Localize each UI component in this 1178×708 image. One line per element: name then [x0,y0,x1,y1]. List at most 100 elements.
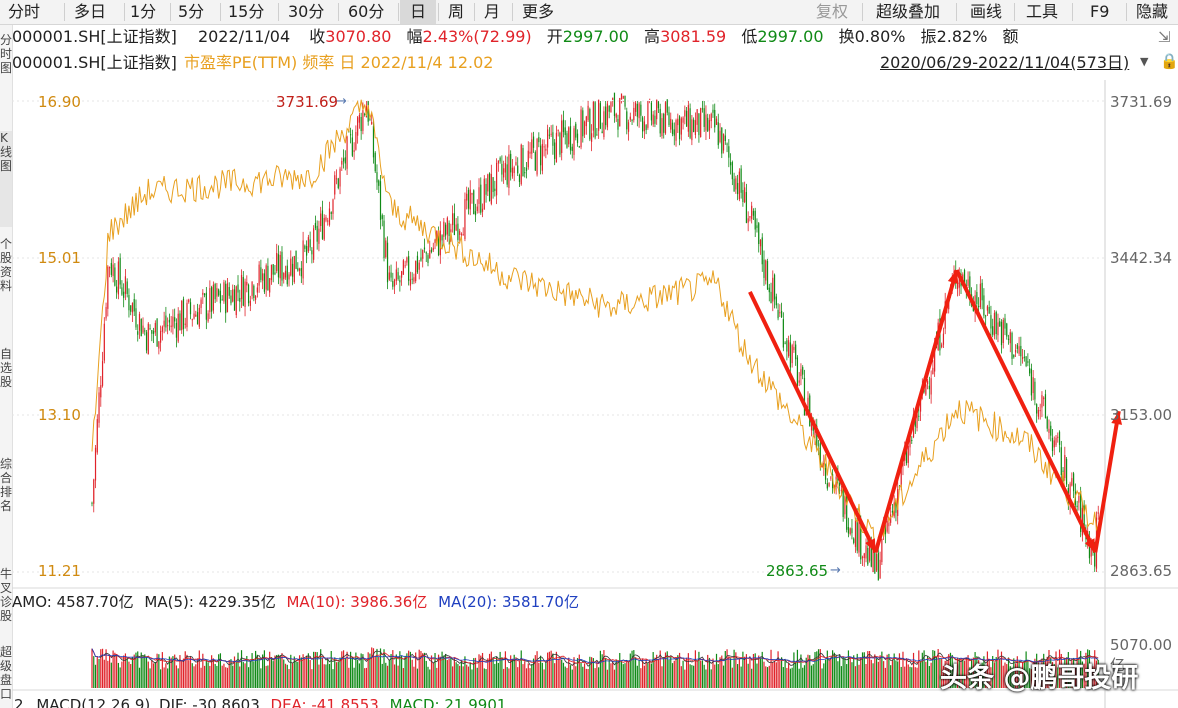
tools-button[interactable]: 工具 [1026,2,1059,21]
kline-candle [492,177,494,193]
low-value: 2997.00 [757,27,824,46]
kline-candle [638,103,640,119]
side-tab-kline[interactable]: K线图 [0,131,12,227]
side-tab-ranking[interactable]: 综合排名 [0,457,12,513]
kline-candle [649,98,651,100]
kline-candle [615,113,617,118]
volume-bar [471,669,473,688]
period-5min[interactable]: 5分 [178,2,205,21]
volume-bar [383,649,385,688]
left-axis-tick: 16.90 [38,93,81,111]
kline-candle [182,298,185,330]
period-60min[interactable]: 60分 [348,2,385,21]
macd-panel-index[interactable]: 2 [14,696,24,708]
volume-bar [469,662,471,688]
amplitude-value: 2.82% [936,27,988,46]
period-intraday[interactable]: 分时 [8,2,41,21]
period-week[interactable]: 周 [448,2,465,21]
kline-candle [318,228,320,244]
period-30min[interactable]: 30分 [288,2,325,21]
vol-ma5-value: MA(5): 4229.35亿 [144,593,276,611]
lock-icon[interactable]: 🔒 [1160,52,1178,70]
kline-candle [543,146,545,148]
volume-bar [520,650,522,688]
volume-bar [835,654,837,688]
kline-candle [154,322,156,333]
macd-name[interactable]: MACD(12,26,9) [36,696,151,708]
kline-candle [782,319,784,348]
kline-candle [717,122,719,146]
kline-candle [754,210,756,230]
kline-candle [480,184,482,213]
date-range-selector[interactable]: 2020/06/29-2022/11/04(573日) [880,53,1130,72]
side-tab-diagnosis[interactable]: 牛叉诊股 [0,567,12,623]
f9-button[interactable]: F9 [1090,2,1110,21]
volume-bar [696,661,698,688]
volume-bar [608,659,610,688]
volume-bar [330,651,332,688]
kline-candle [666,99,668,113]
kline-candle [256,287,258,293]
side-tab-order-book[interactable]: 超级盘口 [0,645,12,701]
kline-candle [654,115,656,124]
kline-candle [191,319,193,321]
toolbar-divider [512,3,513,21]
volume-bar [142,655,144,688]
volume-bar [1034,658,1036,688]
volume-bar [161,652,163,688]
volume-bar [995,657,997,688]
kline-candle [309,239,311,248]
kline-candle [404,265,406,267]
period-1min[interactable]: 1分 [130,2,157,21]
kline-candle [575,123,577,138]
kline-candle [689,108,691,138]
expand-icon[interactable]: ⇲ [1158,28,1171,46]
kline-candle [735,178,737,190]
left-axis-tick: 13.10 [38,406,81,424]
volume-bar [543,669,545,688]
kline-candle [114,267,116,286]
volume-bar [527,663,529,688]
volume-bar [327,658,329,688]
period-more[interactable]: 更多 [522,2,555,21]
volume-bar [372,648,375,688]
volume-ma-lines [91,648,1099,667]
volume-bar [444,653,447,688]
kline-candle [513,167,515,174]
adjust-rights-button[interactable]: 复权 [816,2,849,21]
kline-candle [708,120,711,131]
volume-ma-line [91,648,1099,664]
kline-candle [427,255,429,263]
volume-bar [214,663,216,688]
super-overlay-button[interactable]: 超级叠加 [876,2,941,21]
volume-bar [119,667,121,688]
kline-candle [886,520,888,532]
volume-bar [131,656,134,688]
volume-bar [1016,656,1018,688]
kline-candle [323,217,325,240]
hide-button[interactable]: 隐藏 [1136,2,1169,21]
volume-bar [663,657,665,688]
volume-axis-tick: 5070.00亿 [1110,636,1173,674]
volume-bar [351,656,353,688]
volume-bar [795,662,797,688]
period-15min[interactable]: 15分 [228,2,265,21]
period-month[interactable]: 月 [484,2,501,21]
kline-candle [1037,409,1040,417]
period-multi-day[interactable]: 多日 [74,2,107,21]
kline-candle [656,99,658,120]
kline-candle [518,175,521,182]
side-tab-watchlist[interactable]: 自选股 [0,347,12,389]
dropdown-arrow-icon[interactable]: ▼ [1140,55,1149,68]
draw-line-button[interactable]: 画线 [970,2,1003,21]
kline-candle [137,331,139,335]
volume-bar [898,653,901,688]
quote-row: 000001.SH[上证指数] 2022/11/04 收3070.80 幅2.4… [12,25,1019,49]
side-tab-intraday[interactable]: 分时图 [0,33,12,75]
period-day[interactable]: 日 [400,0,436,24]
kline-candle [830,477,832,479]
volume-bar [151,659,153,688]
side-tab-profile[interactable]: 个股资料 [0,237,12,293]
volume-bar [256,654,258,688]
